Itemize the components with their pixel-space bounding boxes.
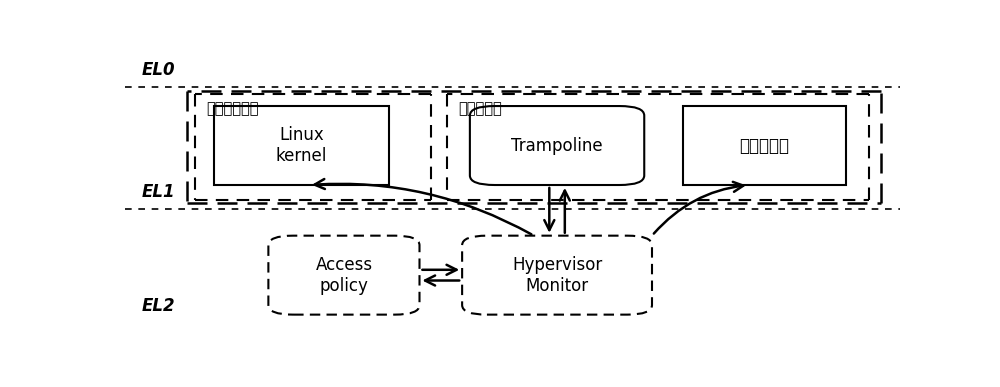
Text: EL0: EL0: [142, 61, 176, 79]
Text: Hypervisor
Monitor: Hypervisor Monitor: [512, 256, 602, 295]
Text: Linux
kernel: Linux kernel: [276, 126, 327, 165]
Text: 非可信模块: 非可信模块: [739, 137, 789, 154]
Text: Access
policy: Access policy: [315, 256, 372, 295]
Text: Trampoline: Trampoline: [511, 137, 603, 154]
Text: EL1: EL1: [142, 183, 176, 202]
FancyBboxPatch shape: [470, 106, 644, 185]
Bar: [683, 106, 846, 185]
FancyBboxPatch shape: [268, 236, 420, 315]
Text: 可信内核空间: 可信内核空间: [206, 101, 259, 116]
Bar: [214, 106, 388, 185]
FancyBboxPatch shape: [462, 236, 652, 315]
Text: 非可信空间: 非可信空间: [458, 101, 502, 116]
Text: EL2: EL2: [142, 297, 176, 315]
